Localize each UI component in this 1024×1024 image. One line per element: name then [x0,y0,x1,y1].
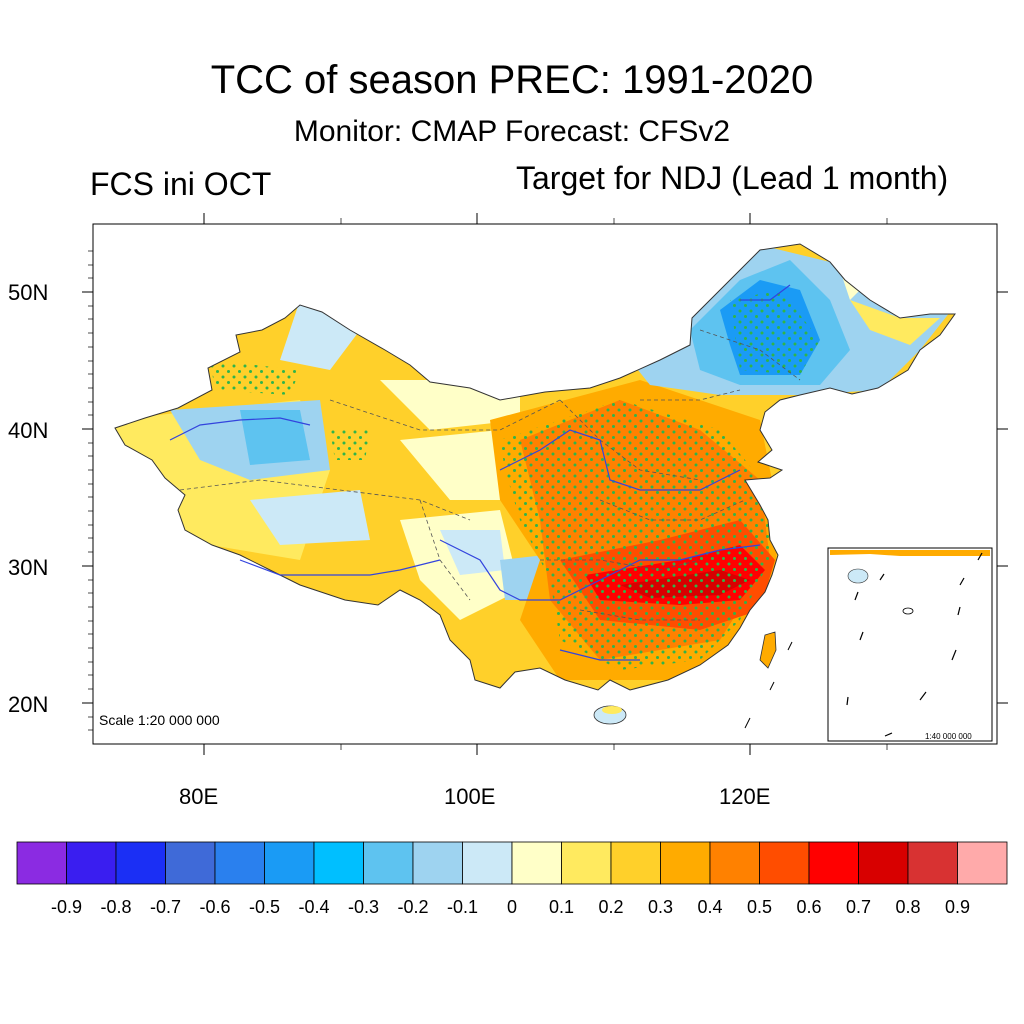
left-label: FCS ini OCT [90,166,272,202]
colorbar-swatch [511,841,562,885]
colorbar [16,841,1008,885]
colorbar-tick-label: 0.5 [746,897,773,917]
colorbar-swatch [957,841,1008,885]
colorbar-tick-label: -0.2 [397,897,429,917]
colorbar-swatch [660,841,711,885]
china-outline [114,243,956,691]
colorbar-swatch [561,841,612,885]
minor-ticks [88,218,888,750]
colorbar-swatch [363,841,414,885]
colorbar-swatch [759,841,810,885]
colorbar-tick-label: 0.9 [944,897,971,917]
colorbar-swatch [313,841,364,885]
colorbar-tick-label: -0.5 [248,897,281,917]
colorbar-swatch [858,841,909,885]
colorbar-tick-label: -0.6 [199,897,231,917]
colorbar-tick-label: 0.4 [697,897,723,917]
correlation-field [115,244,955,690]
lon-label-80e: 80E [179,784,219,809]
axis-ticks [82,213,1008,755]
colorbar-swatch [412,841,463,885]
rivers [169,284,791,661]
colorbar-swatch [66,841,117,885]
colorbar-tick-label: -0.7 [149,897,182,917]
lat-label-20n: 20N [8,692,49,717]
colorbar-tick-label: 0.7 [845,897,872,917]
lat-label-30n: 30N [8,555,49,580]
inset-map: 1:40 000 000 [827,547,993,742]
taiwan-island [759,631,777,669]
colorbar-tick-label: 0 [506,897,518,917]
colorbar-swatch [462,841,513,885]
colorbar-tick-label: 0.8 [895,897,921,917]
colorbar-swatch [16,841,67,885]
colorbar-tick-label: -0.9 [50,897,83,917]
colorbar-tick-label: -0.1 [446,897,479,917]
colorbar-tick-label: 0.3 [647,897,674,917]
colorbar-swatch [808,841,859,885]
colorbar-tick-label: -0.4 [298,897,330,917]
colorbar-swatch [214,841,265,885]
svg-text:1:40 000 000: 1:40 000 000 [925,732,972,741]
colorbar-tick-label: 0.2 [598,897,624,917]
lon-label-100e: 100E [444,784,496,809]
colorbar-swatch [165,841,216,885]
lat-label-50n: 50N [8,280,49,305]
colorbar-swatch [264,841,315,885]
colorbar-swatch [907,841,958,885]
chart-title: TCC of season PREC: 1991-2020 [210,58,814,102]
colorbar-swatch [610,841,661,885]
lat-label-40n: 40N [8,418,49,443]
colorbar-tick-label: 0.1 [548,897,575,917]
colorbar-tick-label: -0.3 [347,897,380,917]
right-label: Target for NDJ (Lead 1 month) [516,160,949,196]
chart-subtitle: Monitor: CMAP Forecast: CFSv2 [293,115,731,148]
colorbar-tick-label: -0.8 [100,897,132,917]
scale-label: Scale 1:20 000 000 [99,712,220,728]
colorbar-swatch [709,841,760,885]
sea-dashes [744,641,793,729]
colorbar-swatch [115,841,166,885]
colorbar-tick-label: 0.6 [796,897,822,917]
lon-label-120e: 120E [719,784,771,809]
